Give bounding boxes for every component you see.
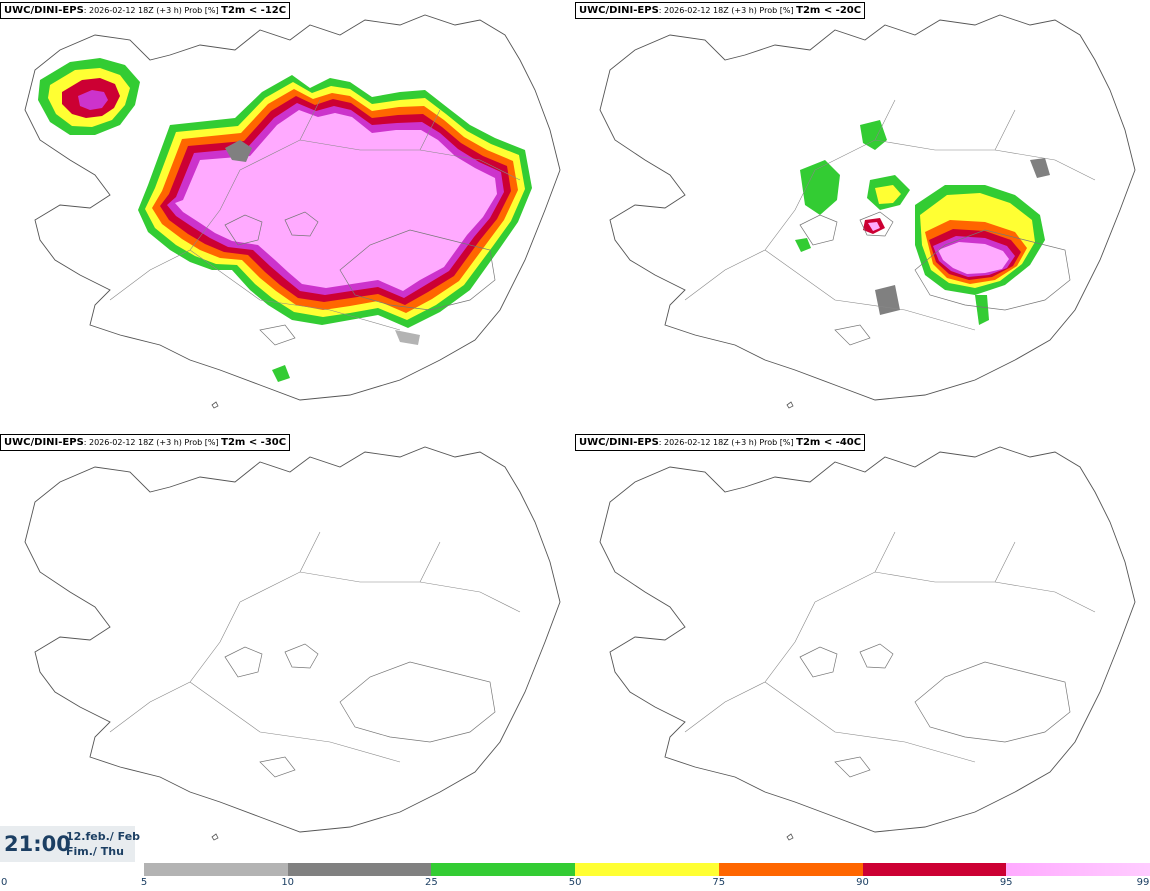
color-scale-tick-label: 95 xyxy=(999,877,1013,888)
color-scale-tick-label: 50 xyxy=(568,877,582,888)
model-name: UWC/DINI-EPS xyxy=(579,5,659,16)
color-scale-segment xyxy=(575,863,720,876)
run-info: : 2026-02-12 18Z (+3 h) Prob [%] xyxy=(83,6,219,15)
iceland-map xyxy=(24,446,561,841)
glacier-outline-hofsjokull xyxy=(859,211,894,237)
glacier-outline-langjokull xyxy=(224,214,263,246)
road-lines xyxy=(684,99,1096,331)
glacier-outline-hofsjokull xyxy=(284,211,319,237)
islet xyxy=(211,401,219,409)
coastline xyxy=(599,14,1136,401)
road-lines xyxy=(684,531,1096,763)
iceland-map xyxy=(599,14,1136,409)
islet xyxy=(211,833,219,841)
glacier-outline-myrdalsjokull xyxy=(834,324,871,346)
islet xyxy=(786,401,794,409)
color-scale-tick-label: 5 xyxy=(140,877,148,888)
model-name: UWC/DINI-EPS xyxy=(579,437,659,448)
color-scale-segment xyxy=(431,863,576,876)
glacier-outline-myrdalsjokull xyxy=(834,756,871,778)
map-panel-t2m-minus-40: UWC/DINI-EPS: 2026-02-12 18Z (+3 h) Prob… xyxy=(575,432,1149,862)
glacier-outline-vatnajokull xyxy=(339,229,496,311)
color-scale-segment xyxy=(1006,863,1150,876)
model-name: UWC/DINI-EPS xyxy=(4,5,84,16)
coastline xyxy=(24,446,561,833)
threshold-label: T2m < -20C xyxy=(796,5,862,16)
color-scale-segment xyxy=(144,863,289,876)
color-scale-tick-label: 10 xyxy=(281,877,295,888)
glacier-outline-hofsjokull xyxy=(859,643,894,669)
glacier-outline-hofsjokull xyxy=(284,643,319,669)
coastline xyxy=(599,446,1136,833)
color-scale-tick-label: 0 xyxy=(1,877,8,888)
glacier-outline-langjokull xyxy=(799,646,838,678)
map-panel-t2m-minus-12: UWC/DINI-EPS: 2026-02-12 18Z (+3 h) Prob… xyxy=(0,0,574,430)
threshold-label: T2m < -40C xyxy=(796,437,862,448)
model-name: UWC/DINI-EPS xyxy=(4,437,84,448)
map-panel-t2m-minus-20: UWC/DINI-EPS: 2026-02-12 18Z (+3 h) Prob… xyxy=(575,0,1149,430)
threshold-label: T2m < -12C xyxy=(221,5,287,16)
threshold-label: T2m < -30C xyxy=(221,437,287,448)
color-scale-tick-label: 99 xyxy=(1136,877,1150,888)
glacier-outline-langjokull xyxy=(799,214,838,246)
run-info: : 2026-02-12 18Z (+3 h) Prob [%] xyxy=(658,6,794,15)
probability-shading xyxy=(795,120,1050,325)
color-scale-bar xyxy=(144,863,1150,876)
coastline xyxy=(24,14,561,401)
color-scale-tick-label: 75 xyxy=(712,877,726,888)
glacier-outline-langjokull xyxy=(224,646,263,678)
glacier-outline-myrdalsjokull xyxy=(259,756,296,778)
panel-title: UWC/DINI-EPS: 2026-02-12 18Z (+3 h) Prob… xyxy=(0,434,291,451)
panel-title: UWC/DINI-EPS: 2026-02-12 18Z (+3 h) Prob… xyxy=(575,434,866,451)
iceland-map xyxy=(24,14,561,409)
islet xyxy=(786,833,794,841)
valid-time-box: 21:00 12.feb./ Feb Fim./ Thu xyxy=(0,826,140,862)
glacier-outline-vatnajokull xyxy=(914,229,1071,311)
iceland-map xyxy=(599,446,1136,841)
map-panel-t2m-minus-30: UWC/DINI-EPS: 2026-02-12 18Z (+3 h) Prob… xyxy=(0,432,574,862)
valid-date: 12.feb./ Feb xyxy=(66,830,141,843)
glacier-outline-vatnajokull xyxy=(339,661,496,743)
road-lines xyxy=(109,99,521,331)
color-scale-segment xyxy=(862,863,1007,876)
panel-title: UWC/DINI-EPS: 2026-02-12 18Z (+3 h) Prob… xyxy=(0,2,291,19)
color-scale-tick-label: 25 xyxy=(425,877,438,888)
panel-title: UWC/DINI-EPS: 2026-02-12 18Z (+3 h) Prob… xyxy=(575,2,866,19)
probability-shading xyxy=(38,58,532,382)
road-lines xyxy=(109,531,521,763)
valid-time-clock: 21:00 xyxy=(4,832,71,856)
run-info: : 2026-02-12 18Z (+3 h) Prob [%] xyxy=(658,438,794,447)
color-scale-tick-label: 90 xyxy=(856,877,869,888)
color-scale-segment xyxy=(287,863,432,876)
glacier-outline-myrdalsjokull xyxy=(259,324,296,346)
glacier-outline-vatnajokull xyxy=(914,661,1071,743)
run-info: : 2026-02-12 18Z (+3 h) Prob [%] xyxy=(83,438,219,447)
valid-weekday: Fim./ Thu xyxy=(66,845,124,858)
color-scale-segment xyxy=(718,863,863,876)
